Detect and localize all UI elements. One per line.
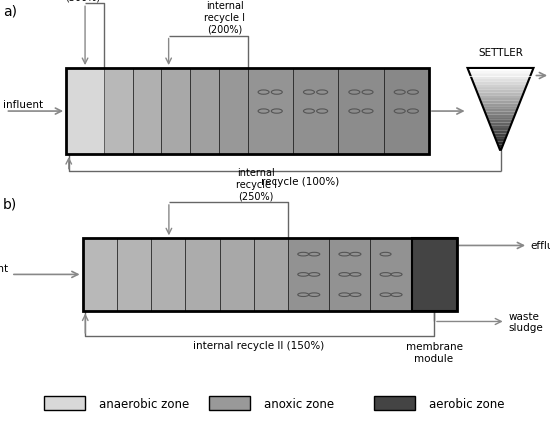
Polygon shape <box>480 99 521 101</box>
Polygon shape <box>476 91 525 93</box>
Bar <box>133 69 162 155</box>
Polygon shape <box>494 134 507 137</box>
Polygon shape <box>487 118 514 120</box>
Polygon shape <box>497 142 504 145</box>
Polygon shape <box>495 137 506 140</box>
Bar <box>248 69 293 155</box>
Bar <box>82 239 117 311</box>
Polygon shape <box>488 120 513 123</box>
Polygon shape <box>493 132 508 134</box>
Polygon shape <box>470 74 531 77</box>
Polygon shape <box>491 126 510 129</box>
Polygon shape <box>468 69 534 71</box>
Bar <box>162 69 190 155</box>
Polygon shape <box>485 112 516 115</box>
Bar <box>151 239 185 311</box>
Polygon shape <box>469 71 532 74</box>
Bar <box>66 69 104 155</box>
Text: influent: influent <box>0 263 8 273</box>
Polygon shape <box>481 101 520 104</box>
Text: internal recycle II (150%): internal recycle II (150%) <box>192 340 324 350</box>
Bar <box>66 69 429 155</box>
Polygon shape <box>473 83 528 85</box>
Polygon shape <box>482 104 519 107</box>
Polygon shape <box>486 115 515 118</box>
Text: internal
recycle I
(250%): internal recycle I (250%) <box>235 168 277 201</box>
Polygon shape <box>478 96 522 99</box>
Text: aerobic zone: aerobic zone <box>429 397 504 410</box>
Polygon shape <box>472 80 529 83</box>
Polygon shape <box>498 145 503 148</box>
Bar <box>117 239 151 311</box>
Bar <box>219 69 248 155</box>
Text: a): a) <box>3 4 16 18</box>
Bar <box>384 69 429 155</box>
Text: internal
recycle I
(200%): internal recycle I (200%) <box>204 1 245 34</box>
Polygon shape <box>471 77 530 80</box>
Bar <box>371 239 411 311</box>
Bar <box>104 69 133 155</box>
Polygon shape <box>490 123 512 126</box>
Text: b): b) <box>3 197 17 211</box>
Bar <box>44 396 85 410</box>
Bar <box>190 69 219 155</box>
Text: waste
sludge: waste sludge <box>508 311 543 332</box>
Bar <box>185 239 219 311</box>
Bar <box>219 239 254 311</box>
Polygon shape <box>483 107 518 110</box>
Bar <box>338 69 384 155</box>
Text: anoxic zone: anoxic zone <box>264 397 334 410</box>
Bar <box>411 239 456 311</box>
Bar <box>82 239 456 311</box>
Bar <box>254 239 288 311</box>
Bar <box>288 239 329 311</box>
Bar <box>293 69 338 155</box>
Polygon shape <box>492 129 509 132</box>
Polygon shape <box>496 140 505 142</box>
Text: influent: influent <box>3 100 43 110</box>
Text: membrane
module: membrane module <box>405 341 463 363</box>
Text: effluent: effluent <box>531 241 550 251</box>
Text: SETTLER: SETTLER <box>478 48 523 58</box>
Bar <box>209 396 250 410</box>
Bar <box>374 396 415 410</box>
Bar <box>329 239 371 311</box>
Polygon shape <box>477 93 524 96</box>
Polygon shape <box>484 110 517 112</box>
Polygon shape <box>474 85 527 88</box>
Text: internal
recycle II
(300%): internal recycle II (300%) <box>60 0 104 2</box>
Polygon shape <box>475 88 526 91</box>
Polygon shape <box>499 148 502 150</box>
Text: anaerobic zone: anaerobic zone <box>99 397 189 410</box>
Text: recycle (100%): recycle (100%) <box>261 176 339 186</box>
